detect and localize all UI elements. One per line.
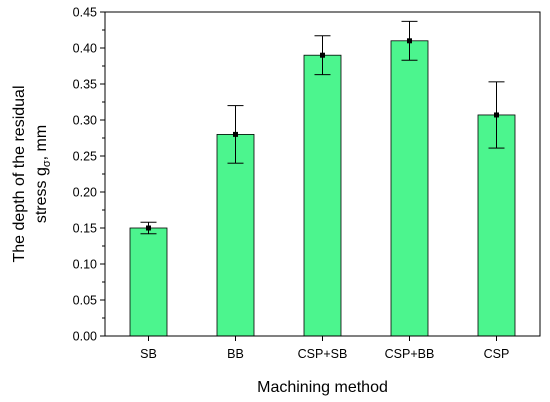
x-tick-label: CSP+BB [385, 347, 435, 361]
x-tick-label: BB [227, 347, 244, 361]
y-axis-title: The depth of the residual stress gσ, mm [11, 85, 53, 262]
bar-csp-sb [303, 54, 342, 337]
y-tick-label: 0.20 [73, 186, 97, 200]
y-tick-label: 0.25 [73, 150, 97, 164]
y-tick-label: 0.35 [73, 78, 97, 92]
y-tick-label: 0.10 [73, 258, 97, 272]
y-axis: 0.00 0.05 0.10 0.15 0.20 0.25 0.30 0.35 0.40 0.45 [73, 6, 105, 344]
y-title-suffix: , mm [33, 125, 50, 161]
bar-csp-bb [390, 40, 429, 337]
error-bars-layer [140, 20, 505, 235]
x-tick-label: CSP+SB [298, 347, 348, 361]
bar-csp [477, 114, 516, 337]
bars-layer [129, 40, 516, 337]
y-title-subscript: σ [41, 160, 53, 167]
y-axis-title-line1: The depth of the residual [11, 85, 28, 262]
y-tick-label: 0.15 [73, 222, 97, 236]
y-axis-title-line2: stress gσ, mm [33, 125, 53, 223]
x-tick-label: SB [140, 347, 157, 361]
x-tick-label: CSP [484, 347, 510, 361]
bar-bb [216, 133, 255, 337]
y-title-prefix: stress g [33, 167, 50, 223]
x-axis-title: Machining method [257, 379, 388, 396]
mean-marker [320, 52, 325, 58]
mean-marker [146, 225, 151, 231]
y-tick-label: 0.00 [73, 330, 97, 344]
mean-marker [494, 112, 499, 118]
y-tick-label: 0.05 [73, 294, 97, 308]
y-tick-label: 0.45 [73, 6, 97, 20]
x-axis: SB BB CSP+SB CSP+BB CSP [140, 336, 509, 361]
mean-marker [233, 131, 238, 137]
y-tick-label: 0.30 [73, 114, 97, 128]
y-tick-label: 0.40 [73, 42, 97, 56]
bar-sb [129, 227, 168, 337]
mean-marker [407, 38, 412, 44]
